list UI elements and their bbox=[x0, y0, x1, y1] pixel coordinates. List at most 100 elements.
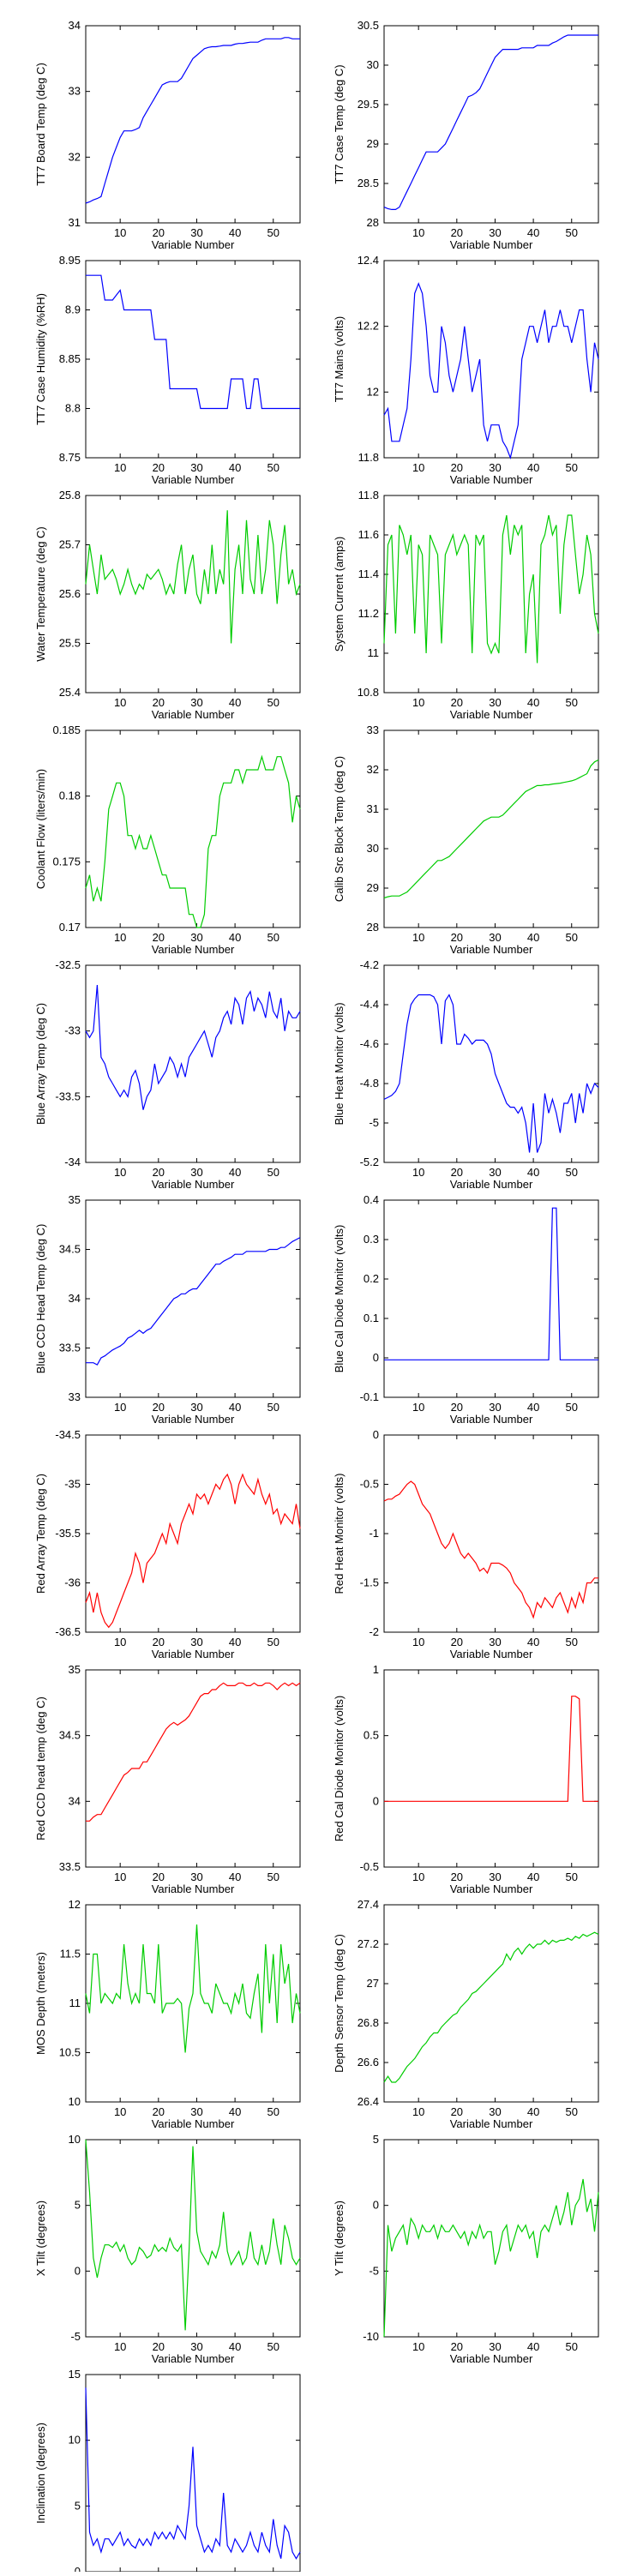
series-line bbox=[85, 2387, 301, 2560]
x-tick-label: 40 bbox=[527, 2105, 539, 2118]
x-tick-label: 50 bbox=[267, 1870, 279, 1883]
x-tick-label: 40 bbox=[229, 226, 241, 239]
y-tick-label: 11 bbox=[368, 646, 380, 659]
x-tick-label: 30 bbox=[190, 226, 202, 239]
x-tick-label: 20 bbox=[153, 1636, 165, 1648]
x-tick-label: 30 bbox=[190, 461, 202, 474]
y-axis-label: Y Tilt (degrees) bbox=[333, 2201, 346, 2276]
x-axis-label: Variable Number bbox=[152, 1413, 235, 1426]
series-line bbox=[384, 1696, 598, 1802]
y-tick-label: 28 bbox=[367, 216, 379, 229]
y-tick-label: 8.75 bbox=[59, 451, 81, 464]
y-tick-label: -1 bbox=[369, 1527, 379, 1540]
series-line bbox=[86, 1682, 301, 1822]
x-tick-label: 30 bbox=[489, 2340, 501, 2353]
y-tick-label: -4.4 bbox=[360, 998, 379, 1011]
x-axis-label: Variable Number bbox=[152, 708, 235, 721]
y-tick-label: -5 bbox=[70, 2330, 81, 2343]
x-tick-label: 20 bbox=[451, 226, 463, 239]
y-axis-label: Blue Array Temp (deg C) bbox=[34, 1003, 47, 1125]
x-tick-label: 20 bbox=[451, 1636, 463, 1648]
y-tick-label: 30.5 bbox=[358, 19, 379, 32]
y-tick-label: 8.95 bbox=[59, 254, 81, 267]
chart-4: 11.8 12 12.2 12.4 10 20 30 40 50 Variable Number T… bbox=[333, 254, 599, 486]
y-tick-label: 33 bbox=[69, 1390, 81, 1403]
x-tick-label: 50 bbox=[566, 226, 578, 239]
x-tick-label: 50 bbox=[267, 226, 279, 239]
y-tick-label: -5 bbox=[369, 2264, 379, 2277]
y-tick-label: 34 bbox=[69, 19, 81, 32]
x-tick-label: 20 bbox=[451, 1166, 463, 1179]
y-tick-label: 25.6 bbox=[59, 587, 81, 600]
x-tick-label: 10 bbox=[412, 1870, 424, 1883]
y-axis-label: Water Temperature (deg C) bbox=[34, 526, 47, 662]
chart-6: 10.8 11 11.2 11.4 11.6 11.8 10 20 30 40 50 Variable… bbox=[333, 489, 599, 721]
x-tick-label: 10 bbox=[114, 461, 126, 474]
plot-frame bbox=[383, 964, 599, 1163]
y-tick-label: 34.5 bbox=[59, 1243, 81, 1256]
chart-13: -36.5 -36 -35.5 -35 -34.5 10 20 30 40 50 Variable … bbox=[34, 1428, 301, 1660]
chart-15: 33.5 34 34.5 35 10 20 30 40 50 Variable Number Red… bbox=[34, 1663, 301, 1895]
x-axis-label: Variable Number bbox=[450, 1413, 533, 1426]
chart-9: -34 -33.5 -33 -32.5 10 20 30 40 50 Variable Numbe… bbox=[34, 958, 301, 1191]
plot-frame bbox=[383, 25, 599, 224]
y-tick-label: 28 bbox=[367, 921, 379, 934]
chart-2: 28 28.5 29 29.5 30 30.5 10 20 30 40 50 Variable Num… bbox=[333, 19, 599, 251]
chart-10: -5.2 -5 -4.8 -4.6 -4.4 -4.2 10 20 30 40 50 Variable… bbox=[333, 958, 599, 1191]
y-tick-label: 11.8 bbox=[358, 451, 379, 464]
x-tick-label: 50 bbox=[566, 1166, 578, 1179]
y-tick-label: 5 bbox=[75, 2499, 81, 2512]
x-tick-label: 20 bbox=[451, 696, 463, 709]
x-tick-label: 30 bbox=[489, 931, 501, 944]
x-axis-label: Variable Number bbox=[450, 2117, 533, 2130]
x-tick-label: 50 bbox=[267, 461, 279, 474]
x-axis-label: Variable Number bbox=[450, 1178, 533, 1191]
x-tick-label: 10 bbox=[114, 2105, 126, 2118]
y-tick-label: -0.5 bbox=[360, 1860, 379, 1873]
y-tick-label: -33 bbox=[64, 1024, 81, 1037]
x-tick-label: 40 bbox=[527, 1636, 539, 1648]
x-axis-label: Variable Number bbox=[152, 473, 235, 486]
x-tick-label: 10 bbox=[114, 696, 126, 709]
x-tick-label: 50 bbox=[566, 2340, 578, 2353]
y-tick-label: 29 bbox=[367, 137, 379, 150]
series-line bbox=[383, 34, 598, 210]
x-tick-label: 40 bbox=[229, 1870, 241, 1883]
y-tick-label: 8.9 bbox=[65, 303, 81, 316]
x-axis-label: Variable Number bbox=[450, 1882, 533, 1895]
x-tick-label: 30 bbox=[489, 1401, 501, 1414]
y-tick-label: 10 bbox=[69, 2095, 81, 2108]
chart-12: -0.1 0 0.1 0.2 0.3 0.4 10 20 30 40 50 Variable Numb… bbox=[333, 1193, 599, 1426]
y-tick-label: 12 bbox=[367, 385, 379, 398]
y-axis-label: X Tilt (degrees) bbox=[34, 2201, 47, 2276]
y-tick-label: 0 bbox=[373, 1351, 379, 1364]
y-tick-label: 0 bbox=[373, 2199, 379, 2212]
y-tick-label: 12.2 bbox=[358, 320, 379, 333]
x-tick-label: 30 bbox=[489, 696, 501, 709]
x-tick-label: 40 bbox=[527, 2340, 539, 2353]
y-tick-label: 25.5 bbox=[59, 637, 81, 650]
chart-8: 28 29 30 31 32 33 10 20 30 40 50 Variable Number Cal… bbox=[333, 724, 599, 956]
x-tick-label: 50 bbox=[566, 696, 578, 709]
x-tick-label: 40 bbox=[527, 226, 539, 239]
x-tick-label: 50 bbox=[566, 931, 578, 944]
y-tick-label: 0.2 bbox=[364, 1272, 379, 1285]
plot-frame bbox=[383, 730, 599, 928]
x-tick-label: 40 bbox=[229, 2105, 241, 2118]
x-axis-label: Variable Number bbox=[450, 708, 533, 721]
y-axis-label: Blue Cal Diode Monitor (volts) bbox=[333, 1225, 346, 1373]
x-tick-label: 40 bbox=[229, 931, 241, 944]
y-tick-label: 1 bbox=[373, 1663, 379, 1676]
plot-frame bbox=[85, 1434, 301, 1633]
y-tick-label: -34.5 bbox=[55, 1428, 81, 1441]
x-tick-label: 50 bbox=[566, 1636, 578, 1648]
y-tick-label: 11.8 bbox=[358, 489, 379, 501]
plot-frame bbox=[85, 260, 301, 459]
x-tick-label: 10 bbox=[412, 461, 424, 474]
y-tick-label: 34.5 bbox=[59, 1729, 81, 1742]
y-tick-label: 5 bbox=[373, 2133, 379, 2146]
y-axis-label: TT7 Mains (volts) bbox=[333, 316, 346, 402]
y-tick-label: 28.5 bbox=[358, 177, 379, 189]
chart-11: 33 33.5 34 34.5 35 10 20 30 40 50 Variable Number B… bbox=[34, 1193, 301, 1426]
x-tick-label: 50 bbox=[267, 1636, 279, 1648]
